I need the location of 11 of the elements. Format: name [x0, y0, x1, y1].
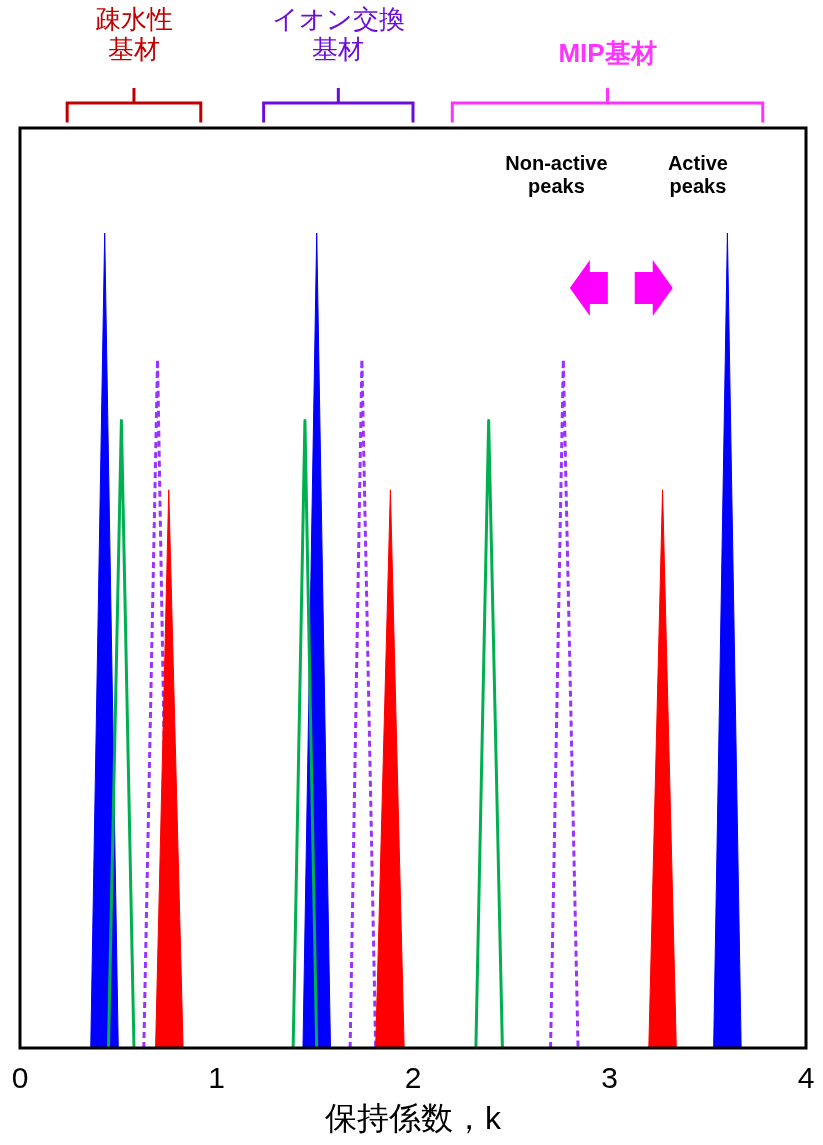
text: イオン交換基材	[271, 4, 405, 64]
x-tick-label: 0	[11, 1061, 29, 1094]
text: Non-active peaks	[505, 152, 608, 197]
x-tick-label: 3	[601, 1061, 618, 1094]
text: Active peaks	[667, 152, 728, 197]
x-axis-title: 保持係数，k	[325, 1100, 502, 1136]
text: MIP基材	[558, 38, 657, 68]
text: 疎水性基材	[94, 4, 173, 64]
x-tick-label: 2	[404, 1061, 422, 1094]
x-tick-label: 4	[797, 1061, 815, 1094]
x-tick-label: 1	[208, 1061, 225, 1094]
